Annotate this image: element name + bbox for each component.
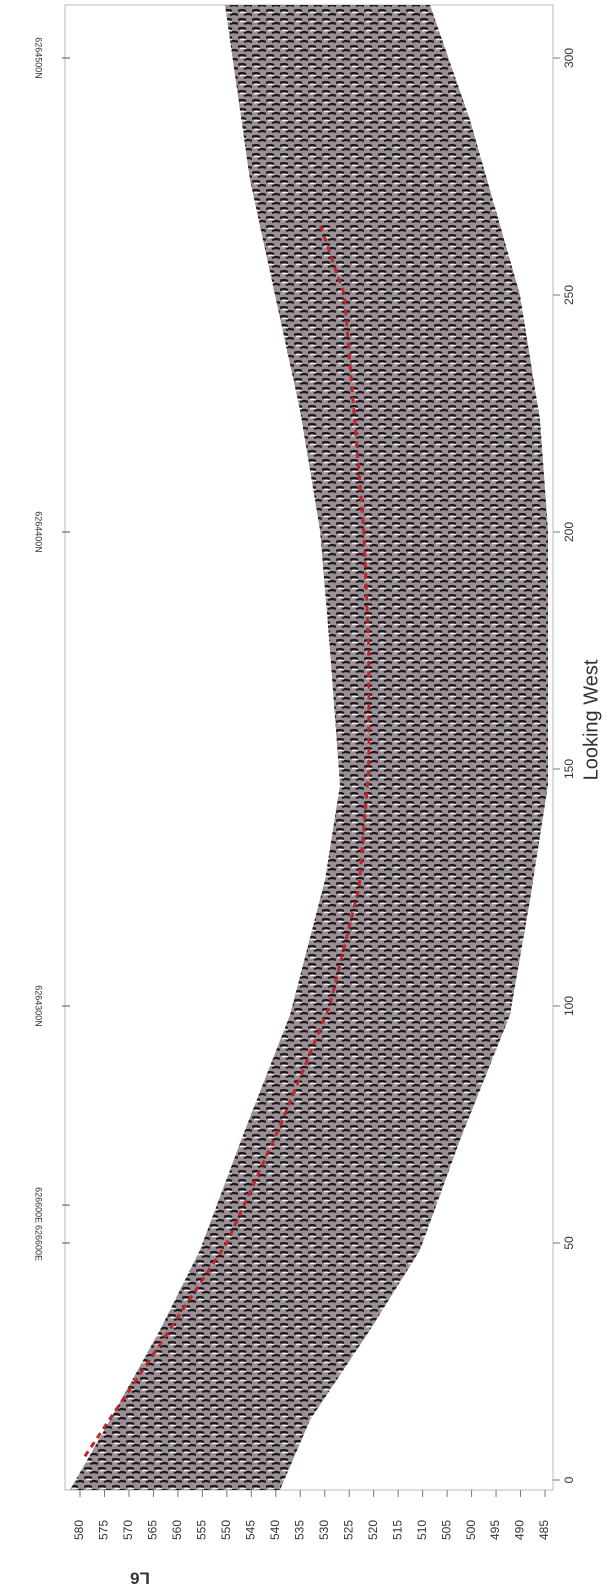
y-tick-label: 485 (537, 1520, 551, 1540)
y-tick-label: 525 (341, 1520, 355, 1540)
chart: Looking West L6 580 575 570 565 560 555 550 545… (0, 0, 612, 1595)
y-tick-label: 535 (292, 1520, 306, 1540)
x-tick-label: 150 (562, 759, 576, 779)
x-tick-label: 50 (562, 1236, 576, 1250)
annotation: 626600E (34, 1225, 44, 1261)
y-tick-label: 550 (219, 1520, 233, 1540)
y-tick-label: 510 (415, 1520, 429, 1540)
x-tick-label: 100 (562, 996, 576, 1016)
y-tick-label: 565 (146, 1520, 160, 1540)
y-tick-label: 560 (170, 1520, 184, 1540)
y-tick-label: 540 (268, 1520, 282, 1540)
x-tick-label: 250 (562, 285, 576, 305)
y-tick-label: 530 (317, 1520, 331, 1540)
y-tick-label: 570 (121, 1520, 135, 1540)
annotation: 6264400N (34, 511, 44, 553)
x-axis-label: Looking West (580, 659, 602, 780)
page-label: L6 (130, 1569, 150, 1588)
x-tick-label: 300 (562, 48, 576, 68)
y-tick-label: 520 (366, 1520, 380, 1540)
y-tick-label: 575 (97, 1520, 111, 1540)
y-tick-label: 500 (464, 1520, 478, 1540)
annotation: 6264500N (34, 37, 44, 79)
x-tick-label: 0 (562, 1476, 576, 1483)
annotation: 6264300N (34, 985, 44, 1027)
radargram (70, 5, 548, 1490)
y-tick-label: 555 (195, 1520, 209, 1540)
y-tick-label: 505 (439, 1520, 453, 1540)
y-tick-label: 515 (390, 1520, 404, 1540)
annotation: 626600E (34, 1187, 44, 1223)
y-tick-label: 580 (72, 1520, 86, 1540)
x-tick-label: 200 (562, 522, 576, 542)
y-tick-label: 545 (243, 1520, 257, 1540)
y-tick-label: 490 (513, 1520, 527, 1540)
page: Looking West L6 580 575 570 565 560 555 550 545… (0, 0, 612, 1595)
y-tick-label: 495 (488, 1520, 502, 1540)
